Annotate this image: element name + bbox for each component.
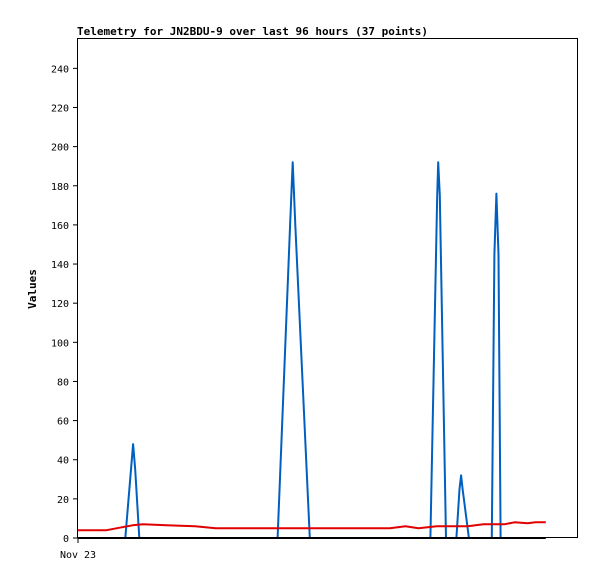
y-tick-label: 60: [57, 417, 69, 428]
series-line-1: [78, 521, 546, 532]
y-tick-label: 140: [51, 260, 69, 271]
chart-title: Telemetry for JN2BDU-9 over last 96 hour…: [77, 25, 428, 38]
x-tick-label: Nov 23: [60, 550, 96, 561]
y-tick-label: 120: [51, 299, 69, 310]
y-tick-label: 160: [51, 221, 69, 232]
y-tick-label: 100: [51, 338, 69, 349]
y-tick-label: 240: [51, 64, 69, 75]
y-tick-label: 80: [57, 377, 69, 388]
y-axis: 0 20 40 60 80 100 120 140 160 180 200 220 240: [51, 64, 78, 545]
series-group: [78, 161, 546, 539]
y-tick-label: 20: [57, 495, 69, 506]
y-axis-label: Values: [26, 269, 39, 309]
y-tick-label: 180: [51, 182, 69, 193]
y-tick-label: 0: [63, 534, 69, 545]
y-tick-label: 220: [51, 103, 69, 114]
plot-area: [77, 38, 578, 538]
y-tick-label: 200: [51, 143, 69, 154]
y-tick-label: 40: [57, 456, 69, 467]
